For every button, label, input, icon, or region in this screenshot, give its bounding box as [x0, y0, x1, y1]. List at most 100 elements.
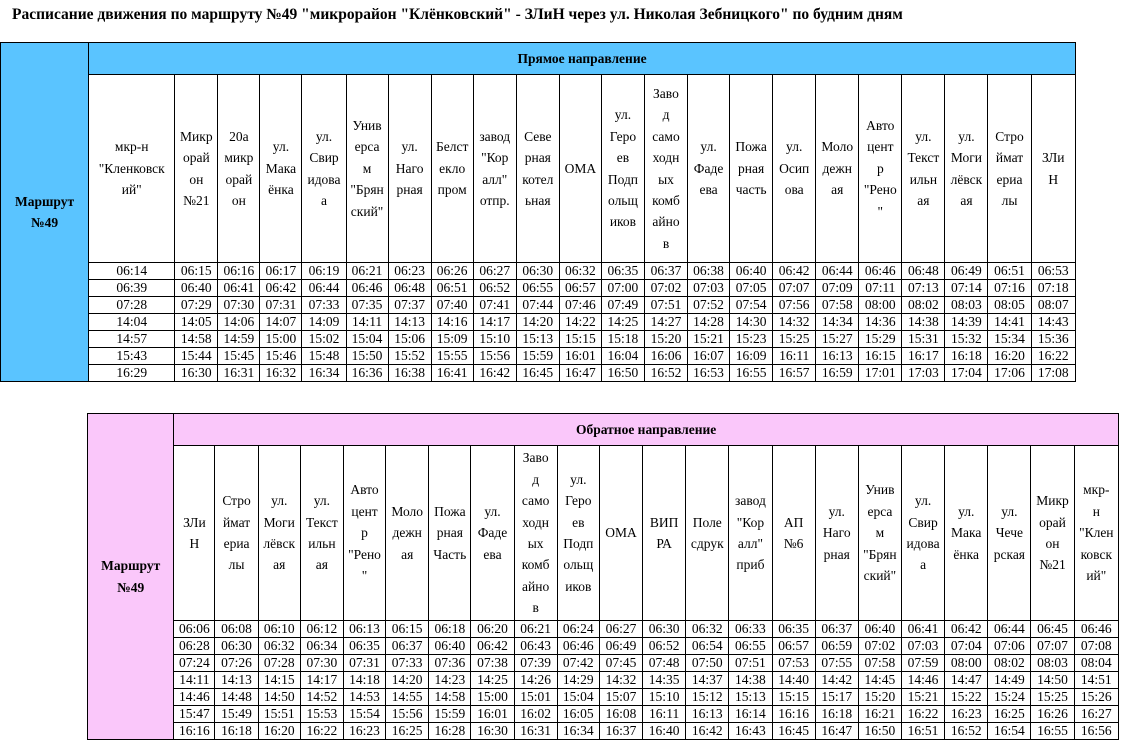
- time-cell: 16:08: [598, 705, 644, 723]
- time-cell: 16:18: [814, 705, 859, 723]
- time-cell: 06:12: [299, 620, 344, 638]
- stop-header: Авто цент р "Рено ": [858, 74, 903, 263]
- time-cell: 06:42: [470, 637, 515, 655]
- time-cell: 15:56: [385, 705, 430, 723]
- time-cell: 15:00: [259, 330, 303, 348]
- time-cell: 16:54: [987, 722, 1032, 740]
- time-cell: 07:18: [1030, 279, 1077, 297]
- time-cell: 14:50: [1030, 671, 1075, 689]
- time-cell: 06:38: [687, 262, 731, 280]
- time-cell: 14:38: [901, 313, 946, 331]
- time-cell: 06:16: [217, 262, 261, 280]
- time-cell: 07:03: [687, 279, 731, 297]
- time-cell: 06:37: [814, 620, 859, 638]
- time-cell: 16:15: [858, 347, 903, 365]
- stop-header: Поле сдрук: [685, 445, 730, 621]
- trip-row: 16:16 16:18 16:20 16:22 16:23 16:25 16:28 16:30…: [88, 722, 1120, 740]
- time-cell: 14:13: [387, 313, 432, 331]
- time-cell: 16:52: [944, 722, 989, 740]
- time-cell: 06:27: [472, 262, 517, 280]
- time-cell: 07:40: [430, 296, 474, 314]
- time-cell: 16:01: [470, 705, 515, 723]
- time-cell: 16:22: [1030, 347, 1077, 365]
- stop-header: мкр- н "Клен ковск ий": [1073, 445, 1120, 621]
- forward-schedule-table: Маршрут №49 Прямое направление мкр-н "Кл…: [0, 42, 1077, 382]
- time-cell: 16:25: [385, 722, 430, 740]
- time-cell: 15:59: [515, 347, 560, 365]
- stop-header: ул. Фаде ева: [687, 74, 731, 263]
- stop-header: ул. Фаде ева: [470, 445, 515, 621]
- time-cell: 14:09: [301, 313, 347, 331]
- time-cell: 16:56: [1073, 722, 1120, 740]
- time-cell: 17:06: [987, 364, 1032, 382]
- time-cell: 07:33: [385, 654, 430, 672]
- time-cell: 14:32: [772, 313, 817, 331]
- time-cell: 07:30: [299, 654, 344, 672]
- time-cell: 07:49: [600, 296, 645, 314]
- time-cell: 15:59: [428, 705, 472, 723]
- stop-header: Моло дежн ая: [815, 74, 860, 263]
- time-cell: 14:20: [385, 671, 430, 689]
- time-cell: 16:57: [772, 364, 817, 382]
- trip-row: 14:11 14:13 14:15 14:17 14:18 14:20 14:23 14:25…: [88, 671, 1120, 689]
- time-cell: 06:45: [1030, 620, 1075, 638]
- time-cell: 08:02: [901, 296, 946, 314]
- time-cell: 15:56: [472, 347, 517, 365]
- stop-header: ул. Мака ёнка: [944, 445, 989, 621]
- time-cell: 16:30: [470, 722, 515, 740]
- time-cell: 06:57: [558, 279, 602, 297]
- time-cell: 08:00: [944, 654, 989, 672]
- time-cell: 06:21: [345, 262, 389, 280]
- time-cell: 07:00: [600, 279, 645, 297]
- time-cell: 16:02: [513, 705, 558, 723]
- time-cell: 17:04: [944, 364, 989, 382]
- time-cell: 07:37: [387, 296, 432, 314]
- time-cell: 06:48: [901, 262, 946, 280]
- time-cell: 14:52: [299, 688, 344, 706]
- stop-header: ЗЛи Н: [173, 445, 216, 621]
- time-cell: 06:41: [217, 279, 261, 297]
- stop-header: ВИП РА: [642, 445, 687, 621]
- time-cell: 07:11: [858, 279, 903, 297]
- time-cell: 06:48: [387, 279, 432, 297]
- time-cell: 14:45: [857, 671, 902, 689]
- stop-header: ул. Осип ова: [772, 74, 817, 263]
- stop-header: ул. Текст ильн ая: [299, 445, 344, 621]
- time-cell: 06:46: [345, 279, 389, 297]
- time-cell: 14:49: [987, 671, 1032, 689]
- time-cell: 15:48: [301, 347, 347, 365]
- time-cell: 06:30: [515, 262, 560, 280]
- time-cell: 07:56: [772, 296, 817, 314]
- time-cell: 15:06: [387, 330, 432, 348]
- time-cell: 16:16: [173, 722, 216, 740]
- time-cell: 15:04: [556, 688, 600, 706]
- time-cell: 06:15: [174, 262, 219, 280]
- time-cell: 07:13: [901, 279, 946, 297]
- time-cell: 14:37: [685, 671, 730, 689]
- time-cell: 07:48: [642, 654, 687, 672]
- time-cell: 07:59: [900, 654, 946, 672]
- time-cell: 15:47: [173, 705, 216, 723]
- time-cell: 16:52: [643, 364, 689, 382]
- trip-row: 14:57 14:58 14:59 15:00 15:02 15:04 15:06 15:09…: [1, 330, 1077, 348]
- time-cell: 08:03: [1030, 654, 1075, 672]
- time-cell: 15:07: [598, 688, 644, 706]
- time-cell: 16:14: [728, 705, 773, 723]
- time-cell: 06:42: [772, 262, 817, 280]
- time-cell: 16:59: [815, 364, 860, 382]
- time-cell: 06:18: [428, 620, 472, 638]
- time-cell: 15:46: [259, 347, 303, 365]
- time-cell: 06:46: [556, 637, 600, 655]
- time-cell: 07:31: [259, 296, 303, 314]
- time-cell: 16:05: [556, 705, 600, 723]
- time-cell: 14:20: [515, 313, 560, 331]
- time-cell: 06:27: [598, 620, 644, 638]
- time-cell: 16:20: [257, 722, 301, 740]
- trip-row: 06:39 06:40 06:41 06:42 06:44 06:46 06:48 06:51…: [1, 279, 1077, 297]
- time-cell: 14:51: [1073, 671, 1120, 689]
- route-label: Маршрут №49: [86, 413, 175, 740]
- time-cell: 06:39: [88, 279, 176, 297]
- time-cell: 08:05: [987, 296, 1032, 314]
- stop-header: Стро ймат ериа лы: [214, 445, 259, 621]
- time-cell: 06:49: [598, 637, 644, 655]
